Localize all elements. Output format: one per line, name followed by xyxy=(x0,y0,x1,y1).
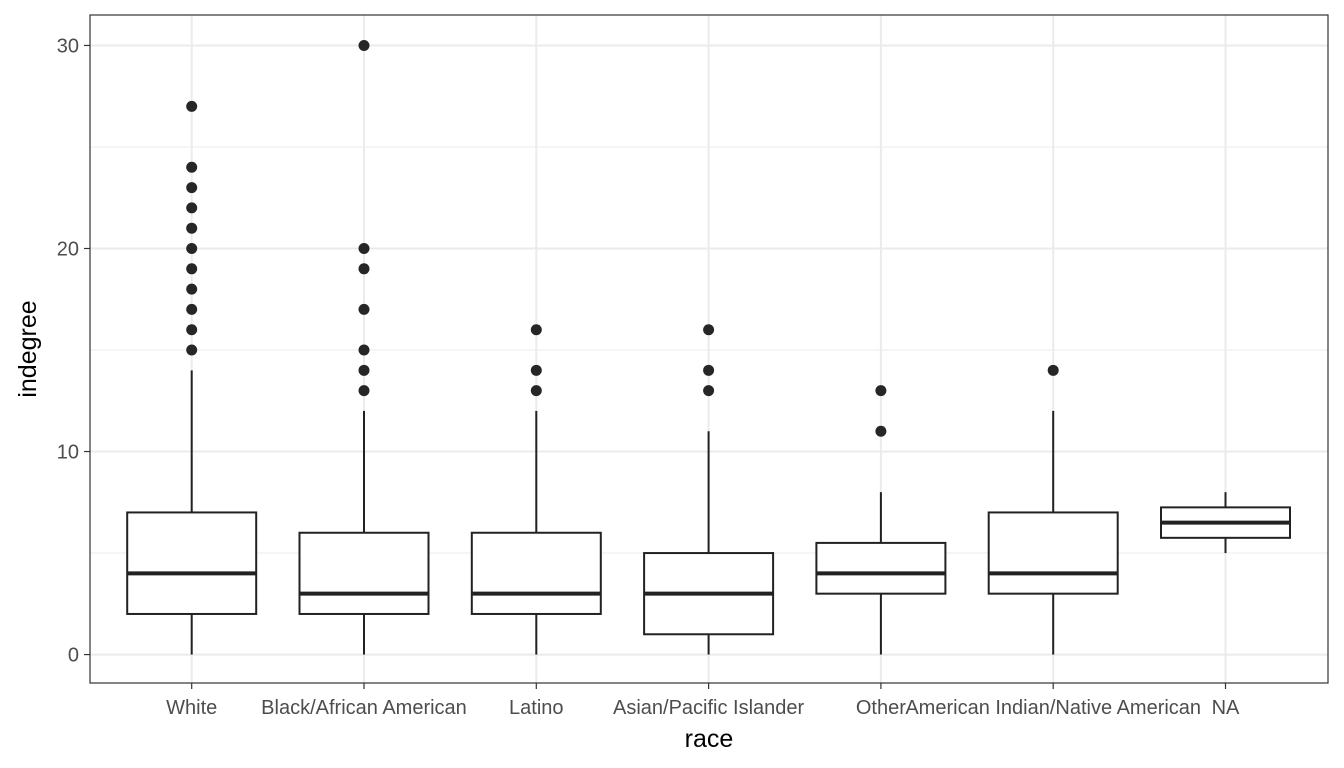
box-group xyxy=(470,324,602,655)
outlier-point xyxy=(186,100,198,112)
box xyxy=(987,511,1119,595)
x-tick-label: White xyxy=(166,697,217,719)
outlier-point xyxy=(358,242,370,254)
box-group xyxy=(298,39,430,655)
box xyxy=(298,531,430,615)
outlier-point xyxy=(358,39,370,51)
outlier-point xyxy=(703,385,715,397)
outlier-point xyxy=(703,324,715,336)
box-group xyxy=(1160,492,1291,554)
y-axis: 0 10 20 30 xyxy=(57,35,90,667)
outlier-point xyxy=(530,324,542,336)
boxes-layer xyxy=(126,39,1291,655)
box xyxy=(126,511,258,615)
x-axis-title: race xyxy=(685,725,734,753)
x-axis: White Black/African American Latino Asian/P… xyxy=(166,683,1240,719)
box-group xyxy=(126,100,258,655)
x-tick-label: NA xyxy=(1212,697,1240,719)
outlier-point xyxy=(530,385,542,397)
y-tick-label: 10 xyxy=(57,442,79,464)
box-group xyxy=(643,324,775,655)
outlier-point xyxy=(186,324,198,336)
outlier-point xyxy=(186,222,198,234)
box-group xyxy=(987,364,1119,655)
outlier-point xyxy=(186,303,198,315)
y-tick-label: 20 xyxy=(57,238,79,260)
outlier-point xyxy=(358,344,370,356)
x-tick-label: American Indian/Native American xyxy=(905,697,1201,719)
x-tick-label: Asian/Pacific Islander xyxy=(613,697,805,719)
outlier-point xyxy=(358,303,370,315)
outlier-point xyxy=(1047,364,1059,376)
y-axis-title: indegree xyxy=(14,300,42,397)
outlier-point xyxy=(186,161,198,173)
y-tick-label: 0 xyxy=(68,645,79,667)
x-tick-label: Black/African American xyxy=(261,697,467,719)
outlier-point xyxy=(186,242,198,254)
box xyxy=(470,531,602,615)
outlier-point xyxy=(186,263,198,275)
outlier-point xyxy=(358,263,370,275)
x-tick-label: Latino xyxy=(509,697,564,719)
outlier-point xyxy=(358,385,370,397)
outlier-point xyxy=(358,364,370,376)
outlier-point xyxy=(186,182,198,194)
outlier-point xyxy=(186,283,198,295)
outlier-point xyxy=(875,385,887,397)
outlier-point xyxy=(186,344,198,356)
x-tick-label: Other xyxy=(856,697,906,719)
box xyxy=(815,541,947,595)
outlier-point xyxy=(186,202,198,214)
box-group xyxy=(815,385,947,655)
outlier-point xyxy=(875,425,887,437)
y-tick-label: 30 xyxy=(57,35,79,57)
outlier-point xyxy=(530,364,542,376)
outlier-point xyxy=(703,364,715,376)
